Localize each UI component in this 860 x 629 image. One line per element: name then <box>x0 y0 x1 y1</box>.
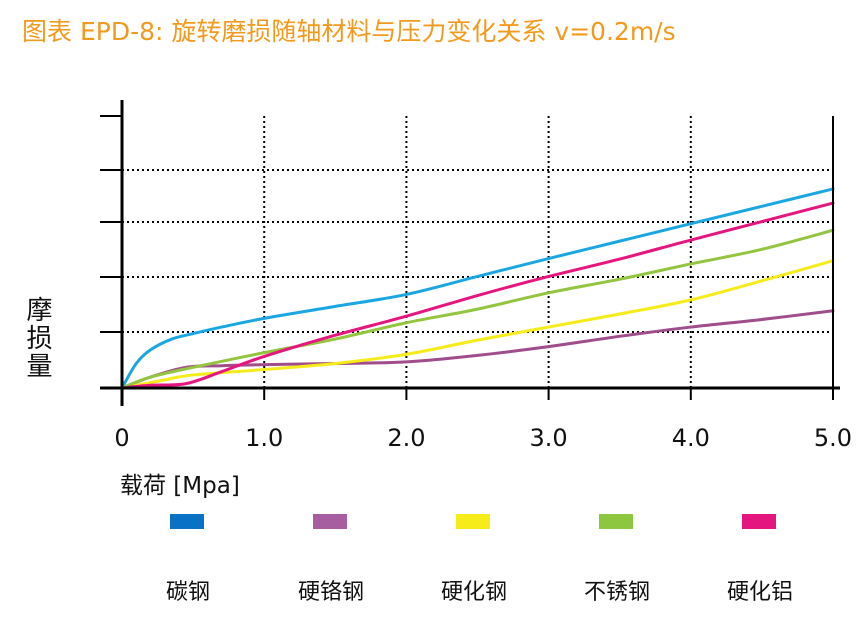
grid-lines <box>122 116 833 388</box>
series-line-5 <box>120 201 835 390</box>
legend-label: 硬化铝 <box>726 580 793 605</box>
legend-item-carbon-steel: 碳钢 <box>118 514 258 614</box>
legend-label: 不锈钢 <box>583 580 650 605</box>
series-lines <box>120 187 835 390</box>
axes <box>100 100 840 406</box>
x-tick-label: 0 <box>114 424 129 452</box>
legend: 碳钢 硬铬钢 硬化钢 不锈钢 硬化铝 <box>118 514 858 614</box>
series-line-1 <box>120 187 835 390</box>
x-tick-labels: 0 1.0 2.0 3.0 4.0 5.0 <box>114 424 852 452</box>
legend-swatch <box>456 514 490 529</box>
series-line-3 <box>120 259 835 390</box>
x-tick-label: 1.0 <box>245 424 283 452</box>
legend-item-hard-chrome-steel: 硬铬钢 <box>261 514 401 614</box>
x-tick-label: 5.0 <box>814 424 852 452</box>
legend-label: 硬化钢 <box>440 580 507 605</box>
legend-item-hardened-aluminum: 硬化铝 <box>690 514 830 614</box>
y-axis-label: 摩损量 <box>22 296 52 380</box>
x-tick-label: 3.0 <box>530 424 568 452</box>
legend-label: 硬铬钢 <box>297 580 364 605</box>
legend-item-hardened-steel: 硬化钢 <box>404 514 544 614</box>
x-tick-label: 4.0 <box>672 424 710 452</box>
series-line-2 <box>120 309 835 390</box>
series-line-4 <box>120 228 835 390</box>
legend-swatch <box>742 514 776 529</box>
legend-label: 碳钢 <box>165 580 210 605</box>
legend-swatch <box>313 514 347 529</box>
legend-item-stainless-steel: 不锈钢 <box>547 514 687 614</box>
chart-title: 图表 EPD-8: 旋转磨损随轴材料与压力变化关系 v=0.2m/s <box>22 17 676 46</box>
x-axis-label: 载荷 [Mpa] <box>120 473 240 499</box>
legend-swatch <box>599 514 633 529</box>
legend-swatch <box>170 514 204 529</box>
x-tick-label: 2.0 <box>387 424 425 452</box>
